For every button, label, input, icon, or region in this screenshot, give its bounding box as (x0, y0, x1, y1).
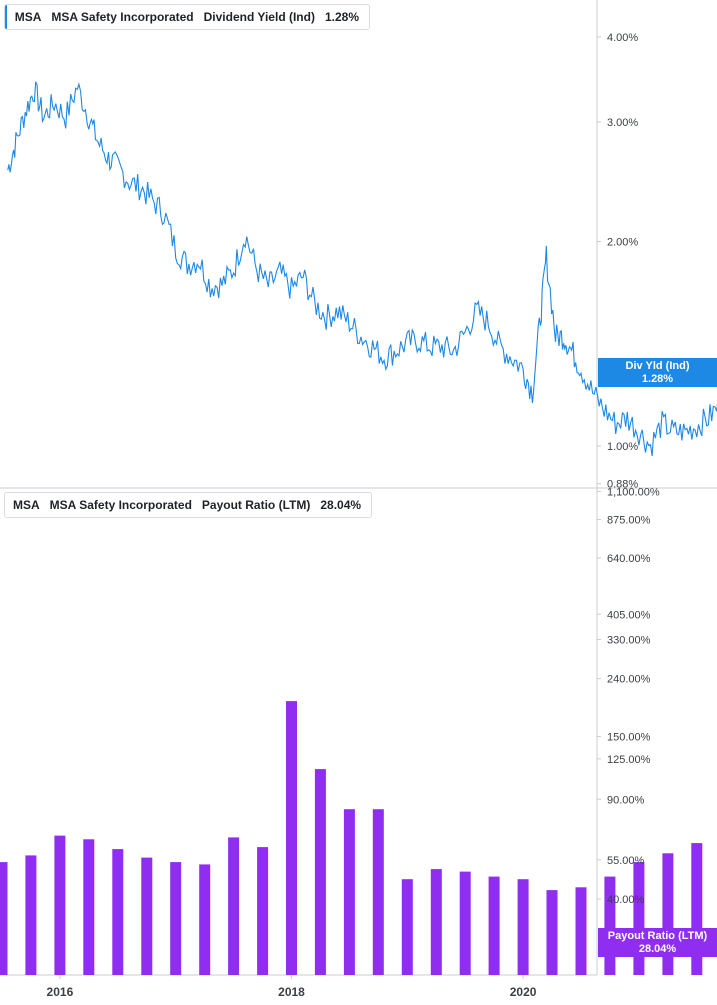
payout-bar (488, 876, 500, 975)
payout-bar (343, 809, 355, 975)
payout-bar (257, 847, 269, 975)
payout-bar (25, 855, 37, 975)
yield-tag-value: 1.28% (641, 373, 674, 385)
payout-ytick-label: 1,100.00% (607, 486, 660, 498)
payout-ytick-label: 150.00% (607, 731, 651, 743)
yield-ytick-label: 1.00% (607, 441, 638, 453)
yield-tag-label: Div Yld (Ind) (625, 360, 690, 372)
payout-ytick-label: 90.00% (607, 794, 645, 806)
yield-current-value-tag: Div Yld (Ind) 1.28% (598, 358, 717, 387)
payout-tag-label: Payout Ratio (LTM) (607, 930, 708, 942)
payout-bar (517, 879, 529, 975)
payout-bar (314, 769, 326, 975)
yield-legend-value: 1.28% (324, 10, 359, 24)
dividend-yield-line (7, 81, 717, 456)
payout-bar (604, 876, 616, 975)
payout-bar (286, 701, 297, 975)
yield-legend-ticker: MSA (14, 10, 42, 24)
yield-ytick-label: 0.88% (607, 479, 638, 491)
payout-bar (170, 862, 182, 975)
x-tick-label: 2016 (47, 985, 74, 999)
payout-bar (691, 843, 703, 975)
payout-legend: MSA MSA Safety Incorporated Payout Ratio… (4, 492, 372, 518)
payout-bar (0, 862, 8, 975)
payout-legend-company: MSA Safety Incorporated (49, 498, 192, 512)
payout-current-value-tag: Payout Ratio (LTM) 28.04% (598, 928, 717, 957)
payout-bar (199, 864, 211, 975)
payout-bar (401, 879, 413, 975)
payout-legend-metric: Payout Ratio (LTM) (201, 498, 311, 512)
payout-ytick-label: 125.00% (607, 754, 651, 766)
payout-bar (546, 890, 558, 975)
yield-ytick-label: 3.00% (607, 117, 638, 129)
payout-ytick-label: 240.00% (607, 674, 651, 686)
payout-ytick-label: 405.00% (607, 609, 651, 621)
payout-legend-value: 28.04% (320, 498, 362, 512)
payout-tag-value: 28.04% (638, 943, 677, 955)
payout-ytick-label: 330.00% (607, 634, 651, 646)
payout-bar (575, 887, 587, 975)
payout-bar (83, 839, 95, 975)
x-tick-label: 2020 (510, 985, 537, 999)
yield-legend-swatch (5, 5, 7, 29)
payout-bar (54, 835, 66, 975)
payout-bar (662, 853, 674, 975)
payout-bar (459, 871, 471, 975)
yield-legend-metric: Dividend Yield (Ind) (203, 10, 315, 24)
payout-bar (372, 809, 384, 975)
payout-legend-ticker: MSA (13, 498, 40, 512)
yield-ytick-label: 2.00% (607, 237, 638, 249)
payout-ytick-label: 55.00% (607, 855, 645, 867)
x-tick-label: 2018 (278, 985, 305, 999)
yield-legend: MSA MSA Safety Incorporated Dividend Yie… (4, 4, 370, 30)
payout-bar (112, 849, 124, 975)
yield-legend-company: MSA Safety Incorporated (51, 10, 194, 24)
payout-bar (430, 869, 442, 975)
payout-bar (633, 862, 645, 975)
yield-ytick-label: 4.00% (607, 32, 638, 44)
payout-bar (141, 857, 153, 975)
payout-ytick-label: 40.00% (607, 894, 645, 906)
payout-bar (228, 837, 240, 975)
payout-ytick-label: 640.00% (607, 553, 651, 565)
payout-ytick-label: 875.00% (607, 515, 651, 527)
